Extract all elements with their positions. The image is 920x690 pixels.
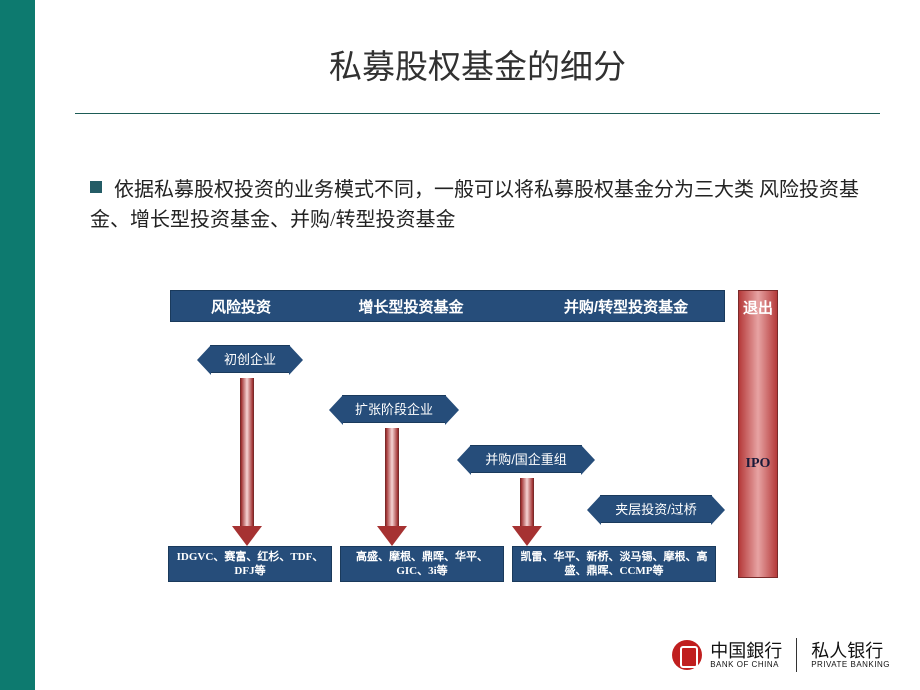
boc-text: 中国銀行 BANK OF CHINA (710, 642, 782, 669)
footer-divider (796, 638, 797, 672)
bullet-marker-icon (90, 181, 102, 193)
examples-vc: IDGVC、赛富、红杉、TDF、DFJ等 (168, 546, 332, 582)
left-sidebar (0, 0, 35, 690)
stage-mezzanine: 夹层投资/过桥 (600, 495, 712, 523)
bullet-text: 依据私募股权投资的业务模式不同，一般可以将私募股权基金分为三大类 风险投资基金、… (90, 175, 880, 235)
bullet-block: 依据私募股权投资的业务模式不同，一般可以将私募股权基金分为三大类 风险投资基金、… (90, 175, 880, 235)
title-underline (75, 113, 880, 114)
pb-name-en: PRIVATE BANKING (811, 660, 890, 669)
header-seg-growth: 增长型投资基金 (326, 290, 496, 322)
boc-name-cn: 中国銀行 (710, 642, 782, 660)
title-area: 私募股权基金的细分 (35, 40, 920, 88)
examples-growth: 高盛、摩根、鼎晖、华平、GIC、3i等 (340, 546, 504, 582)
exit-bar: 退出 IPO (738, 290, 778, 578)
pe-fund-flowchart: 风险投资 增长型投资基金 并购/转型投资基金 退出 IPO 初创企业 扩张阶段企… (170, 290, 810, 590)
examples-buyout: 凯雷、华平、新桥、淡马锡、摩根、高盛、鼎晖、CCMP等 (512, 546, 716, 582)
pb-name-cn: 私人银行 (811, 642, 890, 660)
header-seg-buyout: 并购/转型投资基金 (536, 290, 716, 322)
ipo-label: IPO (739, 456, 777, 472)
header-seg-vc: 风险投资 (181, 290, 301, 322)
exit-label: 退出 (739, 297, 777, 318)
down-arrow-icon (240, 378, 254, 526)
down-arrow-icon (520, 478, 534, 526)
category-header-bar: 风险投资 增长型投资基金 并购/转型投资基金 (170, 290, 725, 322)
down-arrow-icon (385, 428, 399, 526)
stage-startup: 初创企业 (210, 345, 290, 373)
boc-logo-icon (672, 640, 702, 670)
stage-expansion: 扩张阶段企业 (342, 395, 446, 423)
footer-branding: 中国銀行 BANK OF CHINA 私人银行 PRIVATE BANKING (672, 638, 890, 672)
boc-name-en: BANK OF CHINA (710, 660, 782, 669)
stage-buyout: 并购/国企重组 (470, 445, 582, 473)
pb-text: 私人银行 PRIVATE BANKING (811, 642, 890, 669)
page-title: 私募股权基金的细分 (35, 40, 920, 88)
